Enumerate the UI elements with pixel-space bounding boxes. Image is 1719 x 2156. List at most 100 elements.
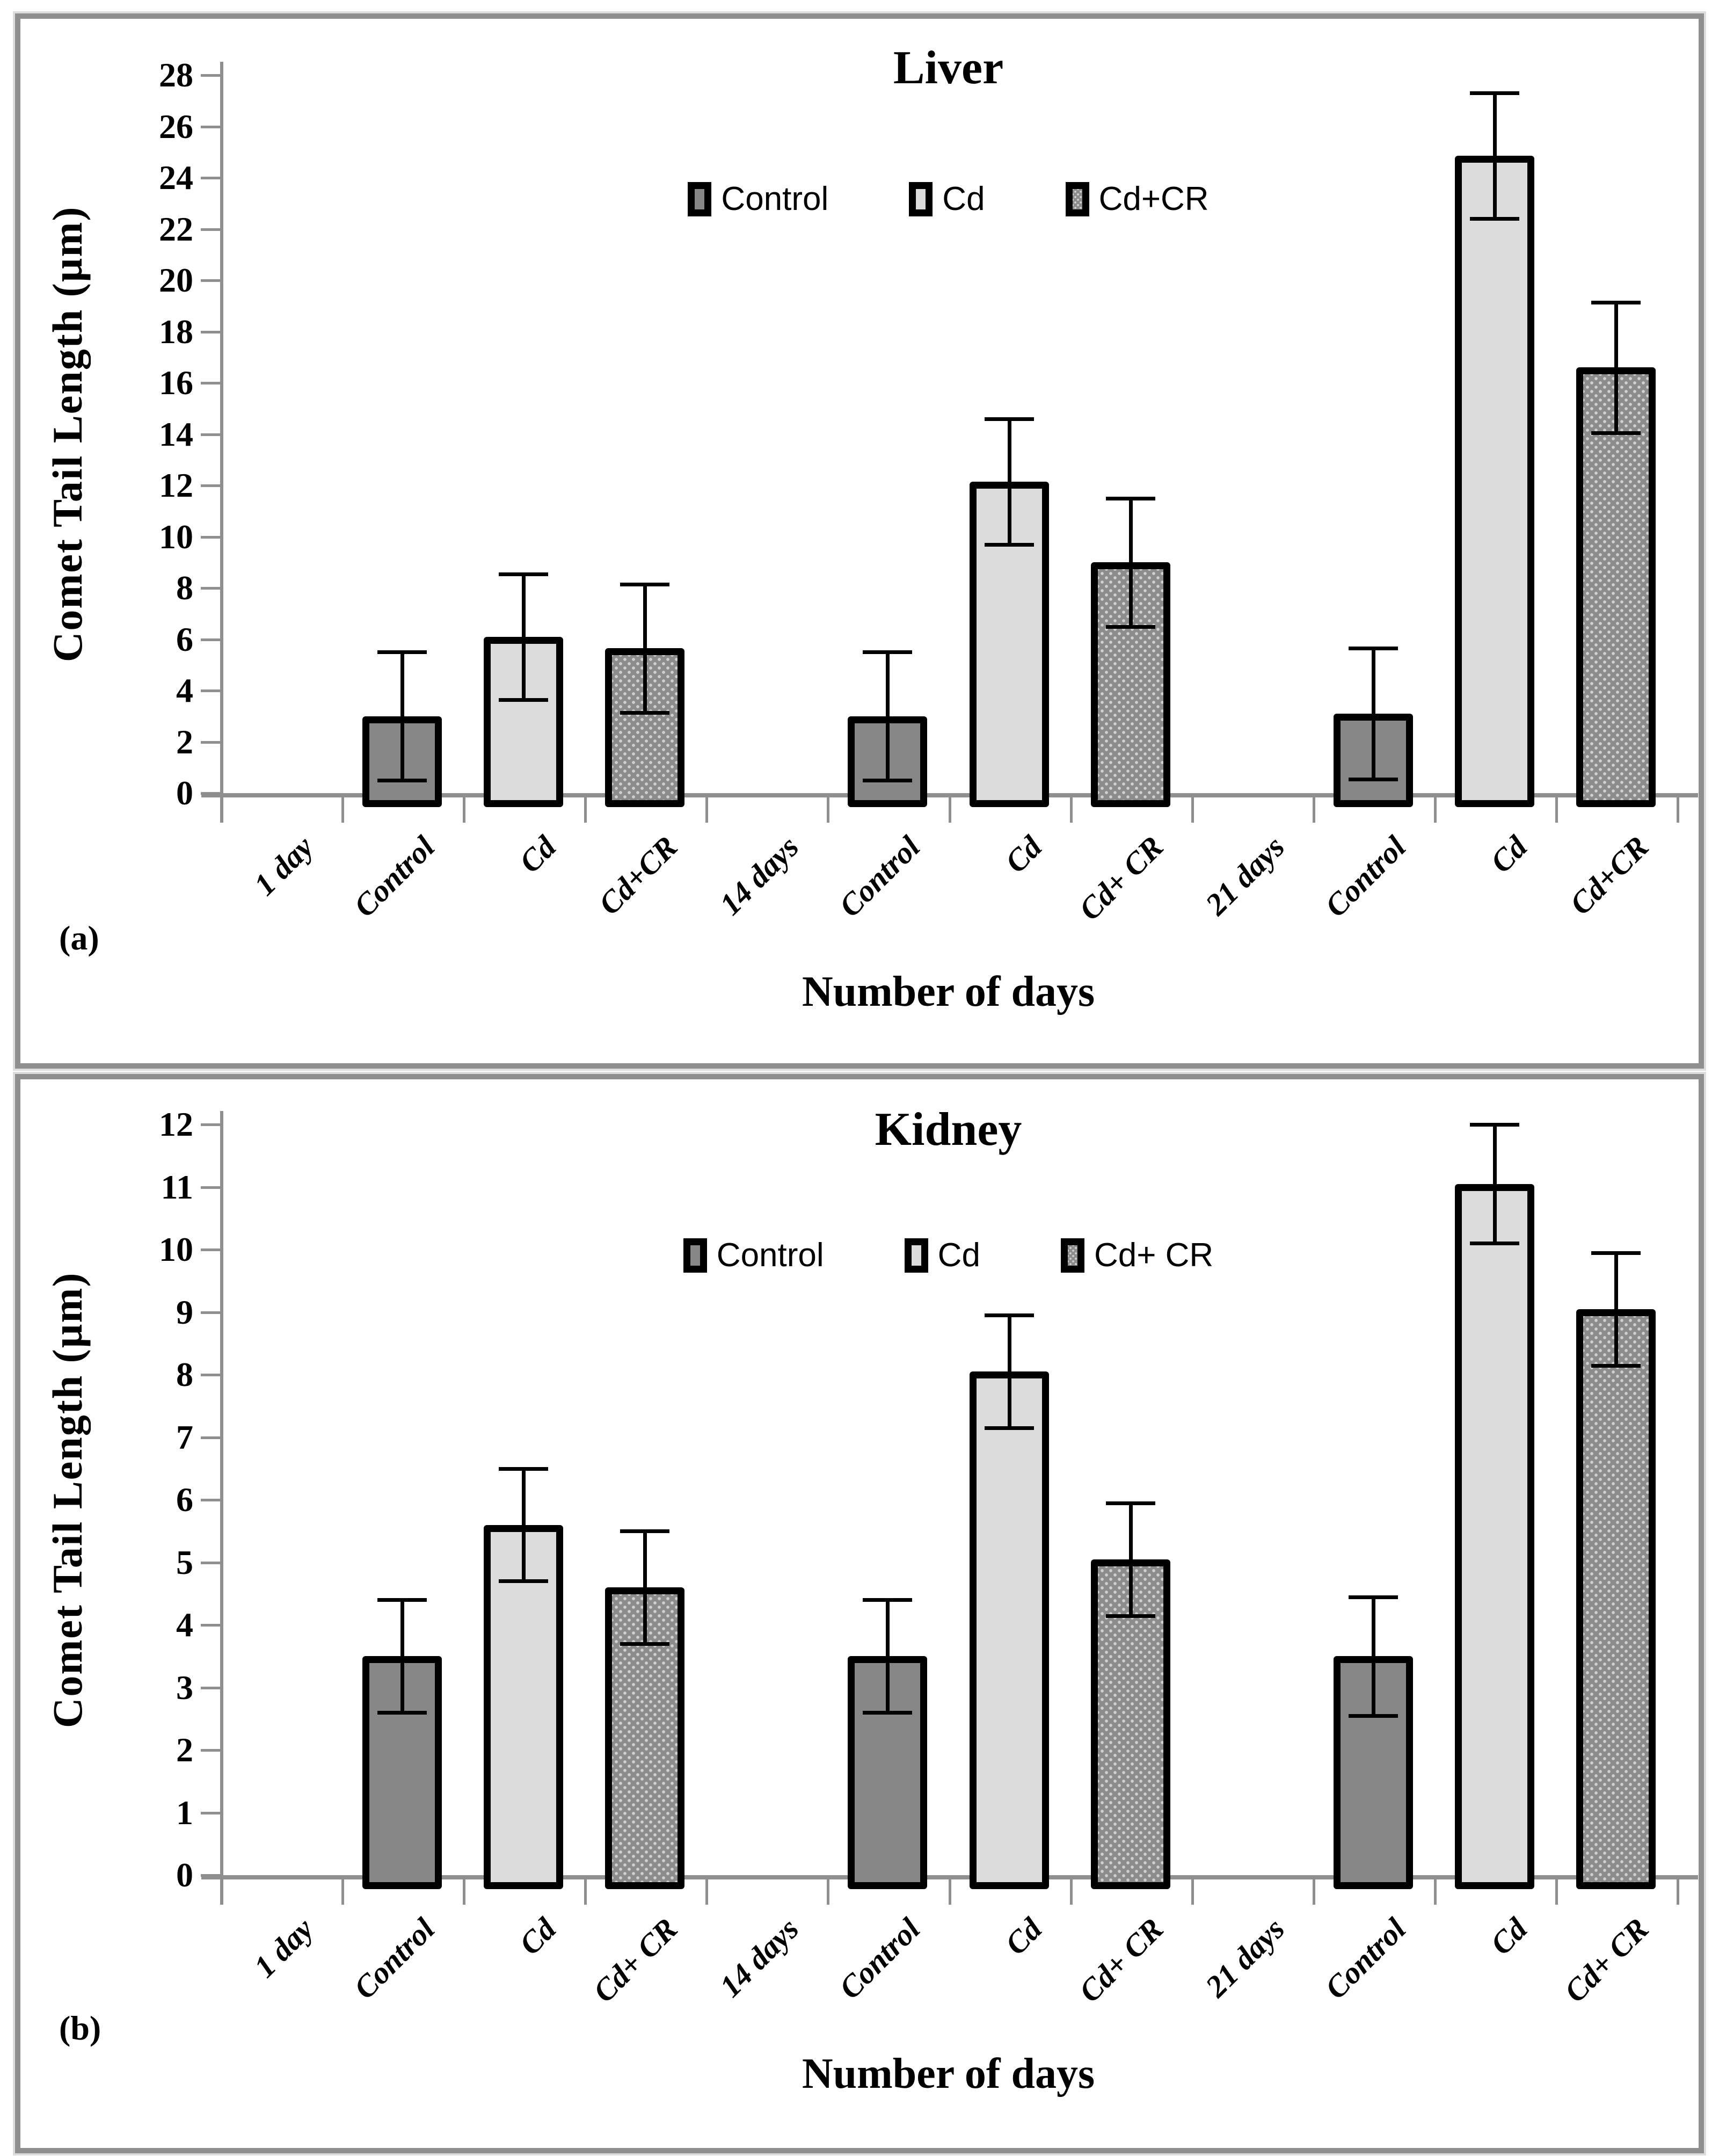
error-bar-cap-bottom <box>377 779 427 783</box>
x-tick-mark <box>1433 1875 1437 1905</box>
x-tick-mark <box>1191 793 1194 823</box>
error-bar-cap-top <box>499 572 549 576</box>
error-bar-line <box>400 1600 405 1713</box>
x-tick-mark <box>1312 793 1315 823</box>
legend-swatch-cd-icon <box>904 1238 928 1273</box>
x-axis-title: Number of days <box>802 2050 1095 2097</box>
legend-label: Control <box>721 180 829 217</box>
y-tick-mark <box>201 1749 220 1752</box>
y-tick-label: 4 <box>176 671 193 709</box>
legend-item-control: Control <box>683 1236 824 1274</box>
panel-liver-plot: 0 2 4 6 8 10 12 14 16 18 20 22 24 26 28 1 day Control Cd C… <box>20 19 1699 1063</box>
x-tick-mark <box>705 1875 709 1905</box>
x-tick-mark <box>948 793 951 823</box>
error-bar-cap-top <box>620 582 670 586</box>
y-tick-label: 7 <box>176 1418 193 1456</box>
y-tick-mark <box>201 1186 220 1189</box>
error-bar-cap-top <box>620 1529 670 1534</box>
x-tick-mark <box>1555 1875 1558 1905</box>
y-tick-label: 0 <box>176 1856 193 1894</box>
x-tick-mark <box>1069 793 1073 823</box>
legend: Control Cd Cd+ CR <box>220 1236 1677 1274</box>
error-bar-cap-top <box>377 1598 427 1602</box>
panel-kidney: 0 1 2 3 4 5 6 7 8 9 10 11 12 1 day Control Cd Cd+ CR 14 d… <box>15 1074 1704 2153</box>
error-bar-cap-top <box>499 1467 549 1471</box>
y-tick-label: 12 <box>159 1105 193 1143</box>
y-tick-label: 6 <box>176 620 193 658</box>
legend-label: Cd <box>942 180 985 217</box>
y-tick-mark <box>201 1311 220 1314</box>
y-tick-mark <box>201 1436 220 1439</box>
x-tick-mark <box>1312 1875 1315 1905</box>
y-axis-title: Comet Tail Length (µm) <box>44 1272 91 1728</box>
error-bar-cap-bottom <box>1591 1363 1641 1368</box>
legend-item-cd: Cd <box>904 1236 980 1274</box>
x-tick-mark <box>1677 793 1679 823</box>
bar-liver-cd+cr-cd+cr <box>1576 367 1656 807</box>
error-bar-cap-bottom <box>1105 625 1155 629</box>
error-bar-cap-bottom <box>1105 1614 1155 1618</box>
error-bar-line <box>886 1600 890 1713</box>
x-tick-mark <box>1191 1875 1194 1905</box>
y-tick-label: 22 <box>159 209 193 248</box>
y-tick-label: 1 <box>176 1793 193 1832</box>
error-bar-cap-top <box>1348 1595 1398 1599</box>
bar-kidney-cd+cr-cd+cr <box>1576 1309 1656 1889</box>
error-bar-cap-bottom <box>1591 431 1641 435</box>
error-bar-line <box>1492 1124 1497 1244</box>
x-tick-mark <box>1433 793 1437 823</box>
legend-swatch-cdcr-icon <box>1060 1238 1084 1273</box>
panel-letter: (b) <box>59 2009 101 2047</box>
error-bar-line <box>1614 1252 1618 1366</box>
error-bar-line <box>1371 648 1375 779</box>
y-tick-label: 26 <box>159 107 193 146</box>
y-tick-mark <box>201 1686 220 1689</box>
y-tick-label: 5 <box>176 1543 193 1581</box>
legend-swatch-cd-icon <box>909 182 933 216</box>
y-tick-label: 16 <box>159 364 193 402</box>
y-tick-mark <box>201 382 220 384</box>
bar-kidney-cd-cd <box>969 1371 1049 1889</box>
y-tick-mark <box>201 1624 220 1627</box>
legend-swatch-control-icon <box>688 182 712 216</box>
bar-kidney-cd-cd <box>1454 1184 1534 1889</box>
legend-item-cdcr: Cd+CR <box>1065 180 1209 218</box>
error-bar-cap-bottom <box>984 1426 1034 1431</box>
y-tick-label: 10 <box>159 1230 193 1268</box>
y-tick-label: 6 <box>176 1480 193 1519</box>
error-bar-cap-bottom <box>1348 1714 1398 1718</box>
x-tick-mark <box>220 1875 223 1905</box>
error-bar-line <box>1614 302 1618 433</box>
error-bar-cap-top <box>1348 647 1398 651</box>
y-tick-label: 0 <box>176 774 193 812</box>
error-bar-cap-top <box>984 417 1034 421</box>
x-tick-mark <box>341 793 345 823</box>
y-tick-mark <box>201 689 220 692</box>
y-tick-label: 24 <box>159 158 193 197</box>
error-bar-cap-top <box>1469 1123 1519 1127</box>
x-tick-mark <box>463 1875 466 1905</box>
error-bar-line <box>1371 1596 1375 1716</box>
x-tick-mark <box>827 793 830 823</box>
y-tick-mark <box>201 1811 220 1814</box>
bar-liver-cd-cd <box>1454 156 1534 807</box>
error-bar-cap-top <box>1591 1251 1641 1255</box>
x-tick-mark <box>584 1875 587 1905</box>
legend: Control Cd Cd+CR <box>220 180 1677 218</box>
y-tick-label: 28 <box>159 56 193 94</box>
y-tick-mark <box>201 741 220 744</box>
legend-label: Control <box>716 1237 824 1274</box>
error-bar-cap-top <box>863 650 913 655</box>
x-tick-mark <box>584 793 587 823</box>
error-bar-line <box>1007 418 1011 545</box>
y-tick-mark <box>201 1123 220 1126</box>
error-bar-cap-bottom <box>1348 777 1398 781</box>
bar-kidney-cd+cr-cd+cr <box>1090 1559 1170 1889</box>
error-bar-line <box>522 574 526 700</box>
error-bar-cap-bottom <box>499 698 549 702</box>
legend-label: Cd+CR <box>1098 180 1209 217</box>
y-tick-label: 2 <box>176 1731 193 1769</box>
error-bar-line <box>1128 498 1133 627</box>
panel-letter: (a) <box>59 919 99 957</box>
error-bar-line <box>522 1468 526 1581</box>
